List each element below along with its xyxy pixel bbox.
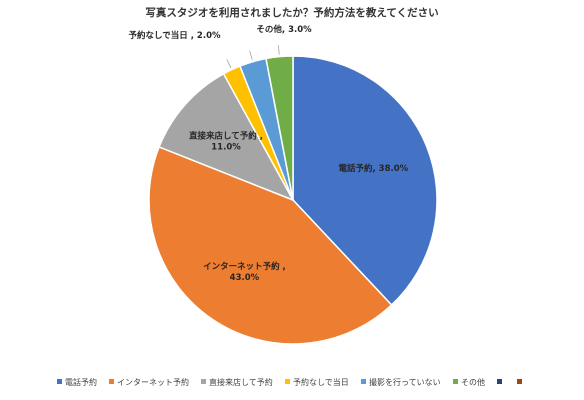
leader-line-no-shoot (249, 50, 253, 60)
legend-label-phone: 電話予約 (65, 377, 97, 387)
pie-slices (148, 55, 438, 345)
chart-title: 写真スタジオを利用されましたか？予約方法を教えてください (145, 6, 438, 19)
legend-label-same-day: 予約なしで当日 (293, 377, 349, 387)
legend-swatch-same-day (285, 379, 290, 384)
legend-label-walk-in: 直接来店して予約 (209, 377, 273, 387)
data-label-internet-line-2: 43.0% (230, 273, 260, 283)
data-label-phone: 電話予約, 38.0% (338, 163, 408, 174)
leader-line-other (277, 45, 280, 55)
data-label-other: その他, 3.0% (256, 24, 312, 35)
data-label-walk-in-line-1: 直接来店して予約 , (189, 130, 263, 141)
legend-swatch-other (453, 379, 458, 384)
data-labels: 電話予約, 38.0% インターネット予約 ,43.0% 直接来店して予約 ,11.… (129, 24, 409, 283)
legend-swatch-blank-2 (517, 379, 522, 384)
leader-line-same-day (226, 59, 232, 69)
pie-slice-internet (148, 146, 393, 345)
legend-swatch-internet (109, 379, 114, 384)
legend-swatch-blank-1 (497, 379, 502, 384)
legend-swatch-no-shoot (361, 379, 366, 384)
pie-slice-phone (292, 55, 438, 307)
legend-label-internet: インターネット予約 (117, 377, 189, 387)
data-label-internet-line-1: インターネット予約 , (203, 261, 286, 272)
data-label-walk-in-line-2: 11.0% (211, 142, 241, 152)
leader-lines (226, 45, 280, 69)
legend-swatch-phone (57, 379, 62, 384)
pie-slice-walk-in (158, 72, 295, 202)
legend-label-other: その他 (461, 377, 485, 387)
data-label-same-day: 予約なしで当日 , 2.0% (129, 30, 221, 41)
legend-swatch-walk-in (201, 379, 206, 384)
pie-slice-other (265, 55, 294, 201)
legend: 電話予約 インターネット予約 直接来店して予約 予約なしで当日 撮影を行っていない その他 (57, 377, 522, 387)
legend-label-no-shoot: 撮影を行っていない (369, 377, 441, 387)
